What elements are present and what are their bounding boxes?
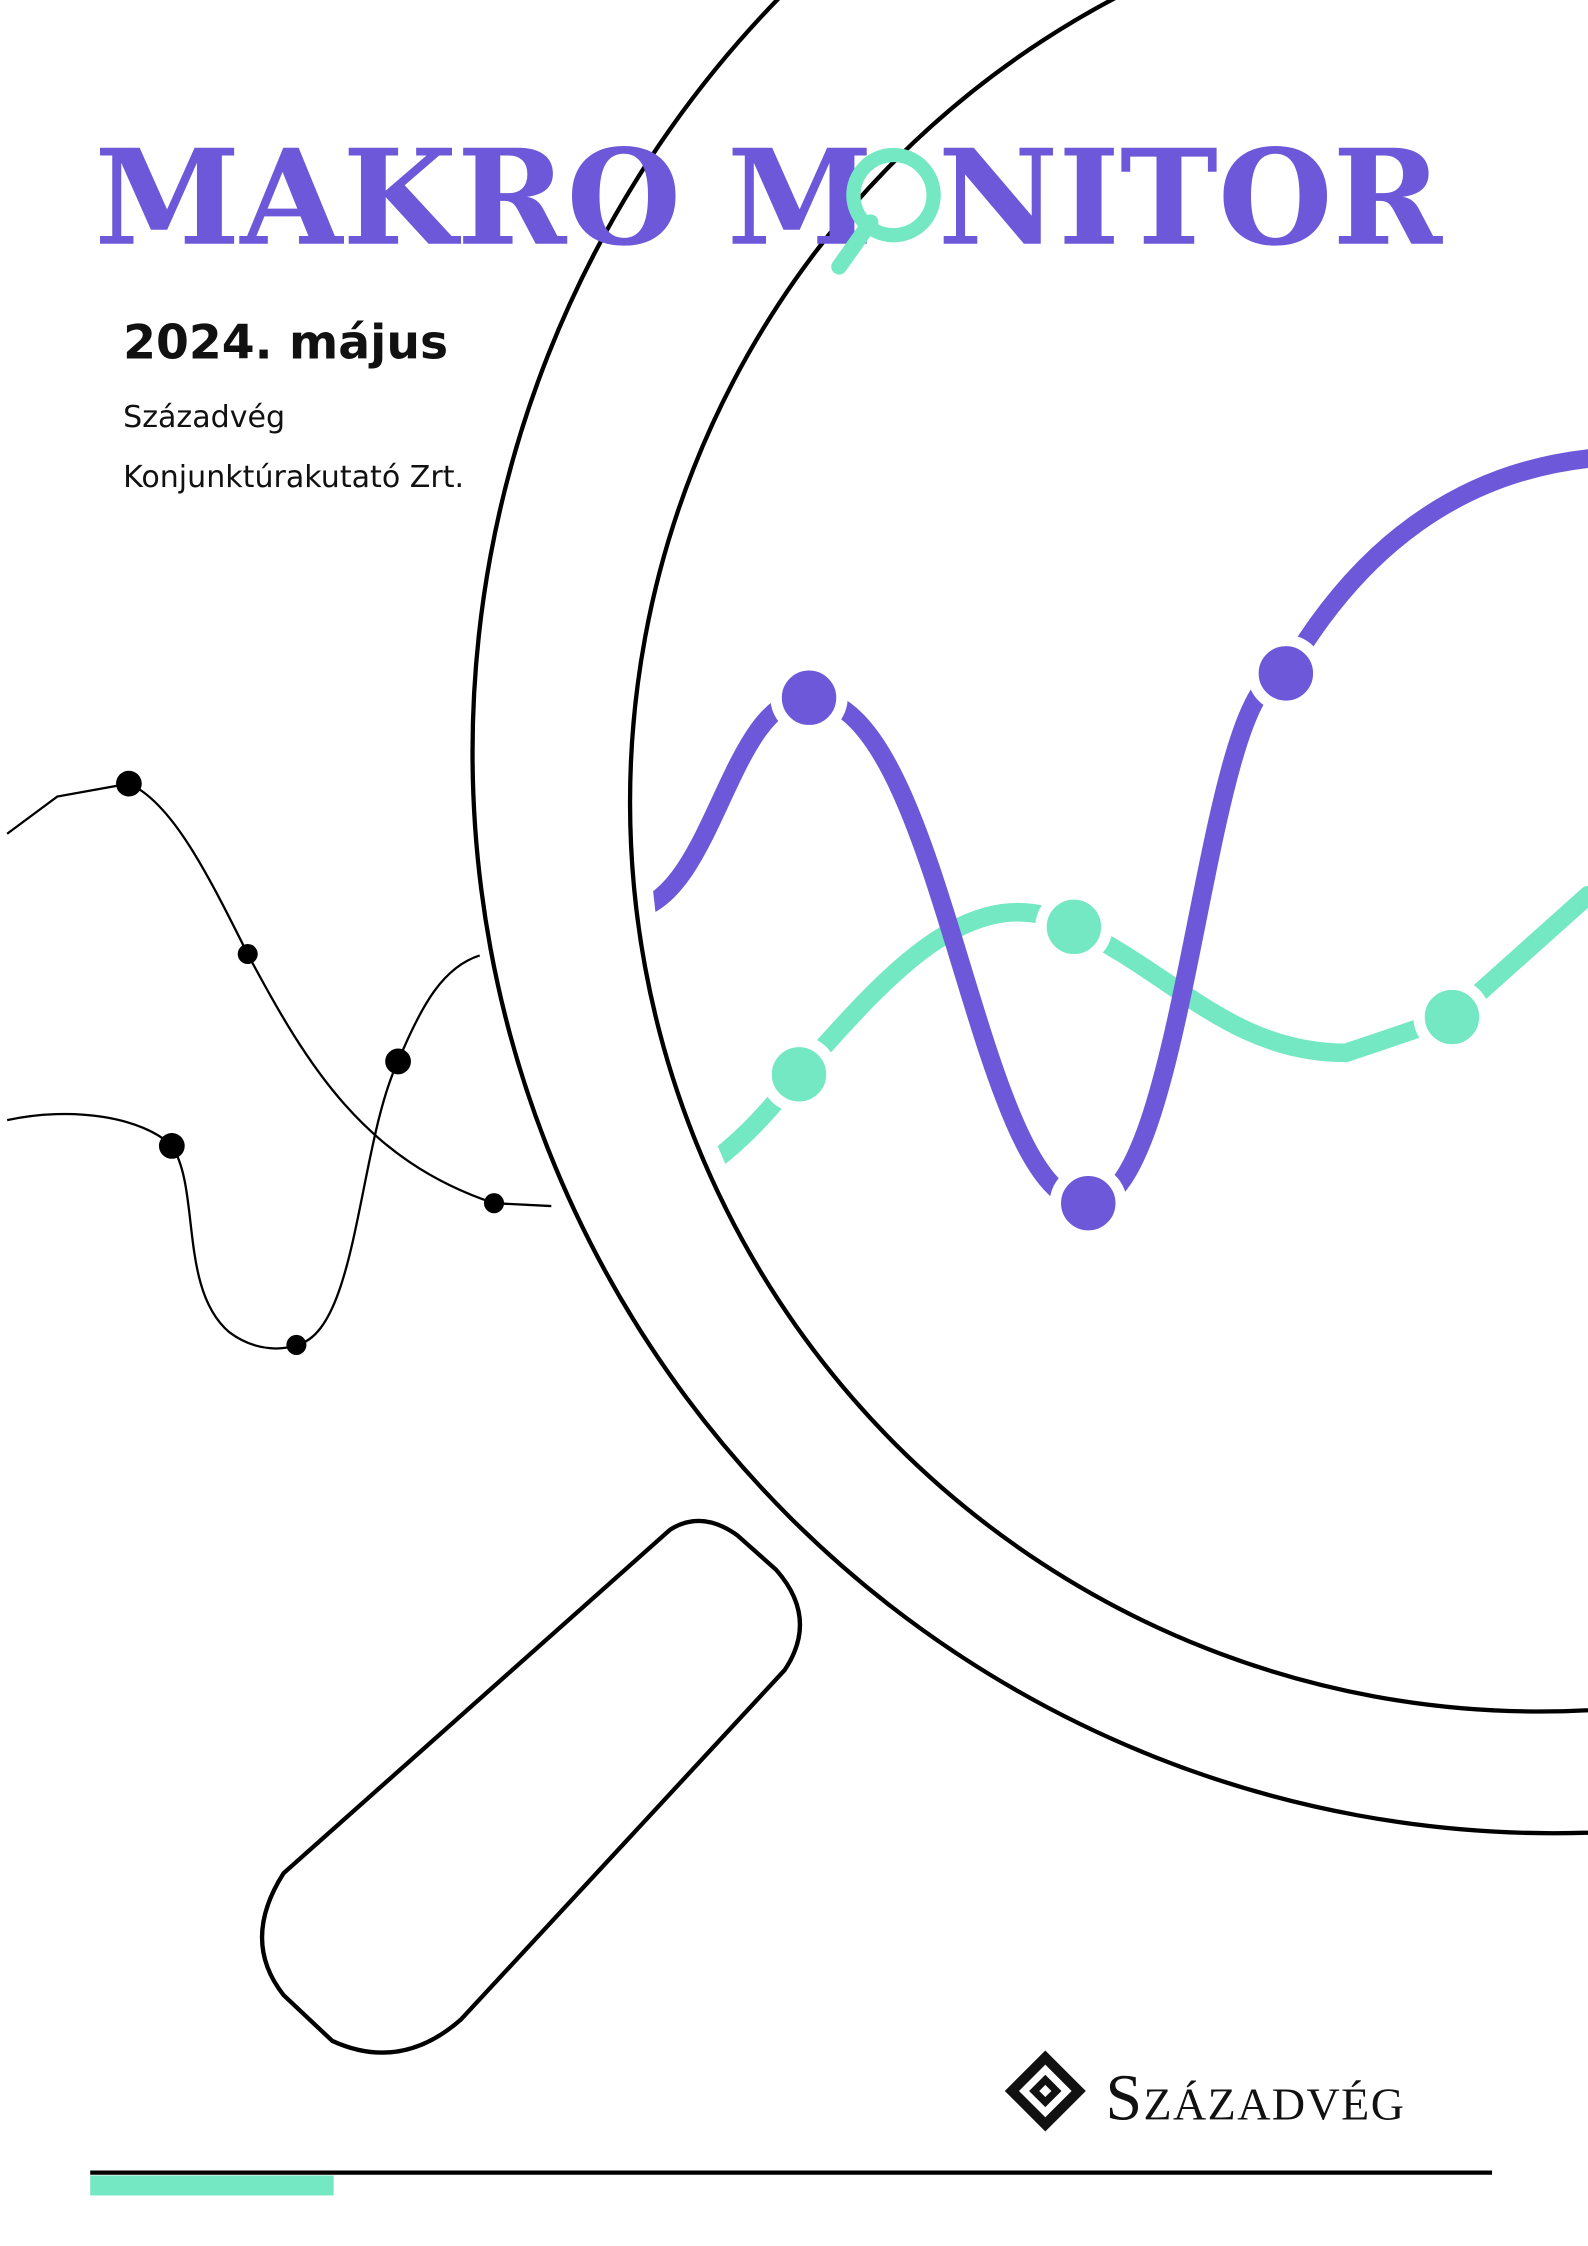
- title-o-magnifier: [831, 147, 941, 275]
- dots: [115, 770, 505, 1355]
- publisher: Konjunktúrakutató Zrt.: [123, 460, 464, 495]
- date: 2024. május: [123, 315, 448, 370]
- title-start: MAKRO M: [95, 121, 873, 276]
- title-end: NITOR: [938, 121, 1444, 276]
- green-line: [663, 886, 1588, 1199]
- line-decor: [6, 954, 481, 1350]
- line-dots: [760, 634, 1491, 1242]
- lens-outer: [470, 0, 1588, 1836]
- lens-content: [648, 449, 1588, 1242]
- footer-accent: [90, 2175, 334, 2196]
- lens-inner: [628, 0, 1588, 1714]
- publisher: Századvég: [123, 400, 285, 435]
- logo-icon: [1004, 2050, 1086, 2132]
- logo-text: Századvég: [1105, 2062, 1405, 2135]
- lens-handle: [259, 1518, 803, 2055]
- line-decor: [6, 782, 552, 1208]
